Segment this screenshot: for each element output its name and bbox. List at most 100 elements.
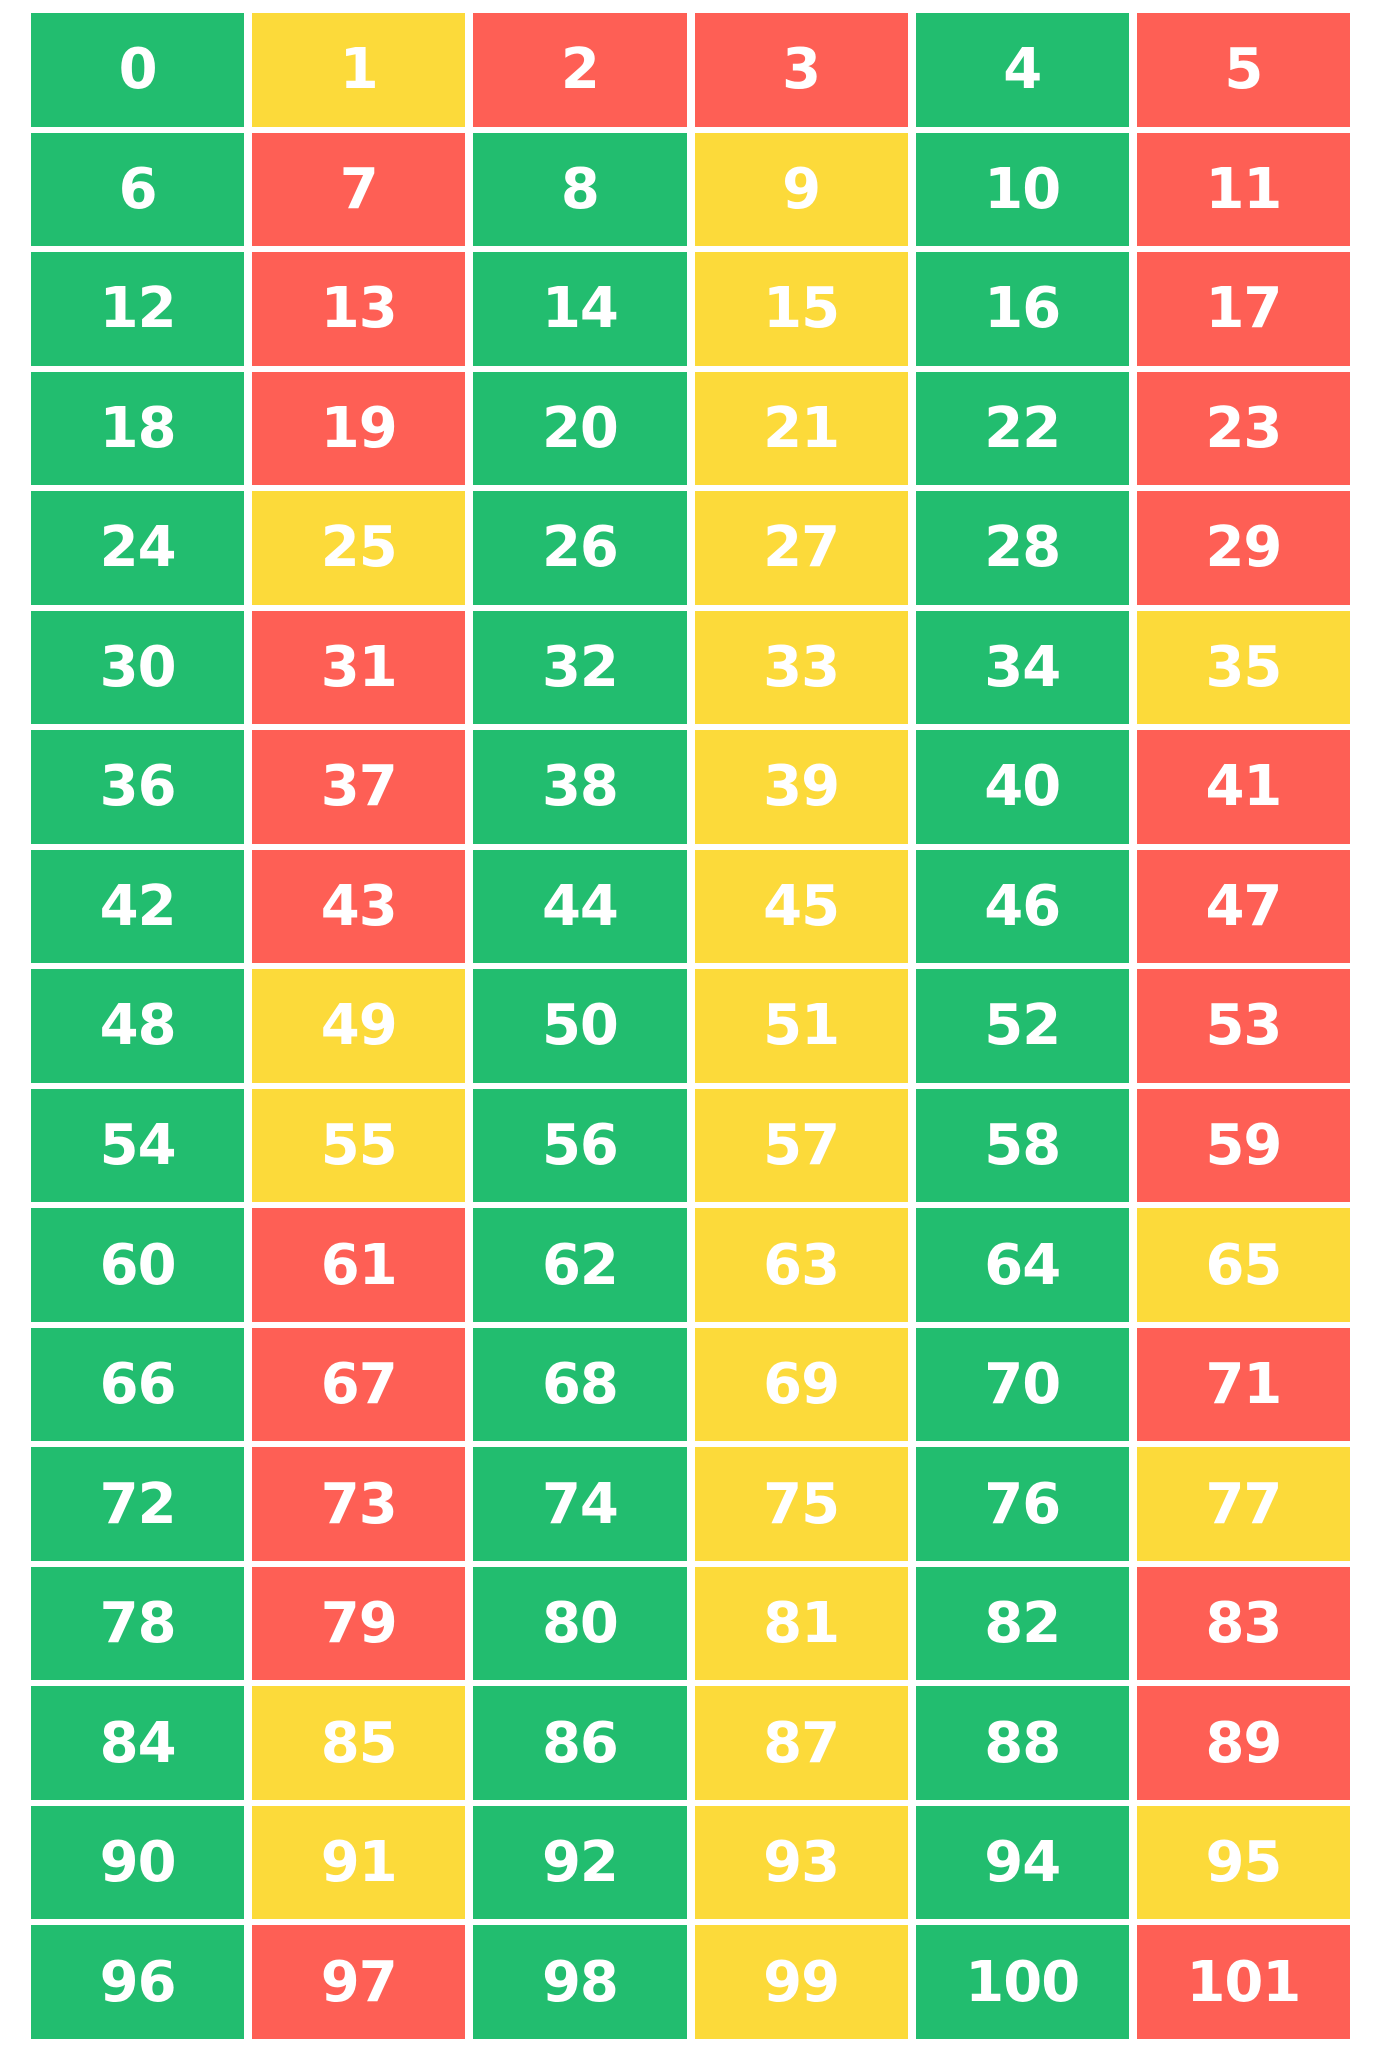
number-cell: 57 [694,1088,908,1203]
number-cell: 96 [31,1925,245,2039]
number-cell: 101 [1136,1925,1350,2039]
number-cell: 6 [31,132,245,247]
number-cell: 9 [694,132,908,247]
number-cell: 19 [252,371,466,486]
number-cell: 90 [31,1805,245,1920]
number-cell: 98 [473,1925,687,2039]
number-cell: 46 [915,849,1129,964]
number-cell: 59 [1136,1088,1350,1203]
number-cell: 56 [473,1088,687,1203]
number-cell: 65 [1136,1208,1350,1322]
number-cell: 86 [473,1686,687,1800]
number-cell: 63 [694,1208,908,1322]
number-cell: 25 [252,491,466,605]
number-cell: 41 [1136,730,1350,844]
number-cell: 51 [694,969,908,1083]
number-cell: 71 [1136,1327,1350,1442]
number-cell: 4 [915,13,1129,127]
number-cell: 16 [915,252,1129,366]
number-cell: 8 [473,132,687,247]
number-cell: 92 [473,1805,687,1920]
number-cell: 61 [252,1208,466,1322]
number-cell: 2 [473,13,687,127]
number-cell: 54 [31,1088,245,1203]
number-cell: 13 [252,252,466,366]
number-cell: 31 [252,610,466,725]
number-cell: 100 [915,1925,1129,2039]
number-cell: 99 [694,1925,908,2039]
number-cell: 75 [694,1447,908,1561]
number-cell: 55 [252,1088,466,1203]
number-cell: 35 [1136,610,1350,725]
number-cell: 68 [473,1327,687,1442]
number-cell: 42 [31,849,245,964]
number-cell: 17 [1136,252,1350,366]
number-cell: 62 [473,1208,687,1322]
number-cell: 52 [915,969,1129,1083]
number-cell: 85 [252,1686,466,1800]
number-cell: 24 [31,491,245,605]
number-cell: 15 [694,252,908,366]
number-cell: 80 [473,1566,687,1681]
number-cell: 18 [31,371,245,486]
number-cell: 89 [1136,1686,1350,1800]
number-cell: 34 [915,610,1129,725]
number-cell: 26 [473,491,687,605]
number-cell: 43 [252,849,466,964]
number-cell: 30 [31,610,245,725]
number-cell: 94 [915,1805,1129,1920]
number-cell: 5 [1136,13,1350,127]
number-cell: 12 [31,252,245,366]
number-cell: 39 [694,730,908,844]
number-cell: 40 [915,730,1129,844]
number-grid: 0 1 2 3 4 5 6 7 8 9 10 11 12 13 14 15 16 17 18 19 20 21 22 23 24… [31,13,1350,2039]
number-cell: 38 [473,730,687,844]
number-cell: 64 [915,1208,1129,1322]
number-cell: 76 [915,1447,1129,1561]
number-cell: 1 [252,13,466,127]
number-cell: 0 [31,13,245,127]
number-cell: 44 [473,849,687,964]
number-cell: 72 [31,1447,245,1561]
number-cell: 22 [915,371,1129,486]
number-cell: 58 [915,1088,1129,1203]
number-cell: 91 [252,1805,466,1920]
number-cell: 27 [694,491,908,605]
number-cell: 45 [694,849,908,964]
number-cell: 7 [252,132,466,247]
number-cell: 93 [694,1805,908,1920]
number-cell: 70 [915,1327,1129,1442]
number-cell: 28 [915,491,1129,605]
number-cell: 50 [473,969,687,1083]
number-cell: 73 [252,1447,466,1561]
number-cell: 81 [694,1566,908,1681]
number-cell: 20 [473,371,687,486]
number-cell: 37 [252,730,466,844]
number-cell: 97 [252,1925,466,2039]
number-cell: 48 [31,969,245,1083]
number-cell: 10 [915,132,1129,247]
number-cell: 33 [694,610,908,725]
number-cell: 67 [252,1327,466,1442]
number-cell: 21 [694,371,908,486]
number-cell: 83 [1136,1566,1350,1681]
number-cell: 88 [915,1686,1129,1800]
number-cell: 79 [252,1566,466,1681]
number-cell: 53 [1136,969,1350,1083]
number-cell: 47 [1136,849,1350,964]
number-cell: 3 [694,13,908,127]
number-cell: 36 [31,730,245,844]
number-cell: 77 [1136,1447,1350,1561]
number-cell: 82 [915,1566,1129,1681]
number-cell: 32 [473,610,687,725]
number-cell: 14 [473,252,687,366]
number-cell: 66 [31,1327,245,1442]
number-cell: 60 [31,1208,245,1322]
number-cell: 95 [1136,1805,1350,1920]
number-cell: 74 [473,1447,687,1561]
number-cell: 49 [252,969,466,1083]
number-cell: 29 [1136,491,1350,605]
number-cell: 87 [694,1686,908,1800]
number-cell: 78 [31,1566,245,1681]
number-cell: 11 [1136,132,1350,247]
